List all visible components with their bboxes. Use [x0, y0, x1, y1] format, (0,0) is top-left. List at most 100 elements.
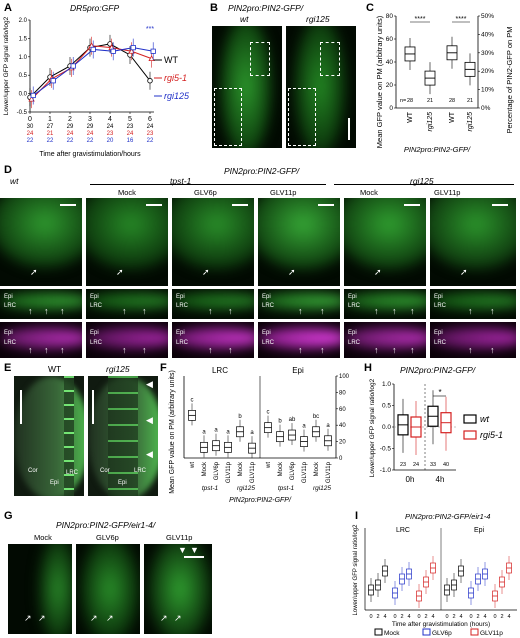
a-n-label: 24: [147, 124, 154, 130]
i-legend-swatch: [422, 628, 431, 636]
panel-d-col-glv11p: GLV11p: [270, 188, 297, 197]
f-cat-label: GLV11p: [326, 461, 332, 483]
i-tick-label: 0: [393, 614, 396, 620]
i-tick-label: 0: [445, 614, 448, 620]
panel-c: C 0 20 40 60 80 0% 10% 20% 30% 40% 50% 28 WT 21 rgi125…: [360, 0, 520, 160]
chart-c: 0 20 40 60 80 0% 10% 20% 30% 40% 50% 28 WT 21 rgi125 28…: [375, 13, 514, 154]
f-letter: bc: [313, 414, 319, 420]
panel-d-col-glv6p: GLV6p: [194, 188, 217, 197]
f-section-label: LRC: [212, 366, 228, 375]
micrograph-g-glv6p: ↗ ↗: [76, 544, 140, 634]
a-y-tick-label: 2.0: [19, 18, 28, 24]
a-y-tick-label: 1.0: [19, 55, 28, 61]
f-letter: ab: [289, 417, 296, 423]
a-n-label: 21: [47, 131, 54, 137]
i-tick-label: 0: [369, 614, 372, 620]
a-n-label: 22: [47, 138, 54, 144]
micrograph-e-rgi125: Cor Epi LRC ◀ ◀ ◀: [88, 376, 158, 496]
panel-e-label-wt: WT: [48, 364, 62, 374]
f-y-tick-label: 40: [339, 423, 346, 429]
h-n-label: 24: [413, 462, 419, 468]
a-x-tick-label: 0: [28, 116, 32, 123]
i-tick-label: 0: [417, 614, 420, 620]
a-point: [30, 92, 36, 99]
a-n-label: 24: [67, 131, 74, 137]
a-n-label: 22: [147, 138, 154, 144]
c-y2-tick-label: 0%: [481, 105, 491, 112]
panel-d-title: PIN2pro:PIN2-GFP/: [224, 166, 300, 176]
panel-d-col-mock1: Mock: [118, 188, 136, 197]
f-cat-label: GLV11p: [226, 461, 232, 483]
panel-d-col-mock2: Mock: [360, 188, 378, 197]
micrograph-d-r1-c5: ➚: [344, 198, 426, 286]
panel-g-col-glv6p: GLV6p: [96, 533, 119, 542]
panel-i: I PIN2pro:PIN2-GFP/eir1-4 LRC Epi 0 2 4 0 2 4 0 2…: [215, 510, 520, 638]
f-letter: c: [267, 410, 270, 416]
micrograph-g-glv11p: ▼ ▼ ↗ ↗: [144, 544, 212, 634]
h-legend-swatch: [463, 430, 477, 440]
i-tick-label: 4: [431, 614, 434, 620]
a-point: [128, 47, 135, 54]
a-n-label: 29: [87, 124, 94, 130]
h-n-label: 23: [400, 462, 406, 468]
c-y-tick-label: 60: [386, 36, 394, 43]
f-cat-label: Mock: [278, 461, 284, 476]
i-tick-label: 2: [500, 614, 503, 620]
f-cat-label: wt: [266, 462, 272, 469]
h-legend-label: wt: [480, 414, 489, 424]
f-letter: b: [238, 414, 242, 420]
i-section-label: Epi: [474, 527, 485, 534]
f-cat-label: Mock: [202, 461, 208, 476]
panel-letter-b: B: [210, 2, 218, 14]
a-n-label: 22: [87, 138, 94, 144]
f-letter: a: [302, 424, 306, 430]
chart-h: -1.0 -0.5 0.0 0.5 1.0 23 24 33 40 0h 4h * wt rgi5-1 Lo…: [369, 378, 503, 484]
i-tick-label: 2: [476, 614, 479, 620]
a-x-tick-label: 2: [68, 116, 72, 123]
h-n-label: 40: [443, 462, 449, 468]
a-y-tick-label: 0.0: [19, 92, 28, 98]
micrograph-d-r1-c4: ➚: [258, 198, 340, 286]
h-y-tick-label: 0.0: [382, 424, 391, 431]
a-n-label: 23: [107, 131, 114, 137]
micrograph-d-r3-c4: Epi LRC ↑ ↑: [258, 322, 340, 358]
micrograph-d-r2-c4: Epi LRC ↑ ↑: [258, 289, 340, 319]
f-section-label: Epi: [292, 366, 304, 375]
a-x-tick-label: 6: [148, 116, 152, 123]
a-ylabel: Lower/upper GFP signal ratio/log2: [3, 16, 10, 115]
i-tick-label: 0: [469, 614, 472, 620]
micrograph-d-r2-c6: Epi LRC ↑ ↑: [430, 289, 516, 319]
panel-letter-c: C: [366, 2, 374, 14]
a-point: [90, 46, 96, 53]
h-y-tick-label: 0.5: [382, 403, 391, 410]
a-n-label: 29: [67, 124, 74, 130]
panel-g-col-glv11p: GLV11p: [166, 533, 193, 542]
micrograph-d-r1-c3: ➚: [172, 198, 254, 286]
f-y-tick-label: 100: [339, 374, 350, 380]
panel-d: D PIN2pro:PIN2-GFP/ wt tpst-1 rgi125 Moc…: [0, 160, 520, 360]
i-tick-label: 4: [507, 614, 510, 620]
c-sig: ****: [415, 16, 426, 23]
f-letter: c: [191, 397, 194, 403]
f-y-tick-label: 20: [339, 440, 346, 446]
f-letter: a: [214, 428, 218, 434]
i-xlabel: Time after gravistimulation (hours): [392, 621, 490, 628]
panel-e: E WT rgi125 Cor Epi LRC ◀ Cor Epi LRC ◀ …: [0, 362, 160, 502]
panel-letter-d: D: [4, 164, 12, 176]
i-legend-label: Mock: [384, 630, 400, 637]
micrograph-d-r2-c3: Epi LRC ↑ ↑: [172, 289, 254, 319]
panel-f: F 0 20 40 60 80 100 LRC Epi c wt a Mock a GLV6p a GLV11…: [160, 362, 360, 507]
a-y-tick-label: 0.5: [19, 73, 28, 79]
i-legend-swatch: [470, 628, 479, 636]
a-n-label: 24: [27, 131, 34, 137]
a-n-label: 23: [147, 131, 154, 137]
f-group-label: tpst-1: [202, 485, 219, 492]
a-x-tick-label: 5: [128, 116, 132, 123]
micrograph-b-rgi125: [286, 26, 356, 148]
a-y-tick-label: -0.5: [17, 110, 28, 116]
i-section-label: LRC: [396, 527, 410, 534]
c-y2-tick-label: 20%: [481, 68, 494, 75]
f-group-label: rgi125: [313, 485, 331, 492]
c-ylabel-left: Mean GFP value on PM (arbitrary units): [375, 15, 384, 148]
